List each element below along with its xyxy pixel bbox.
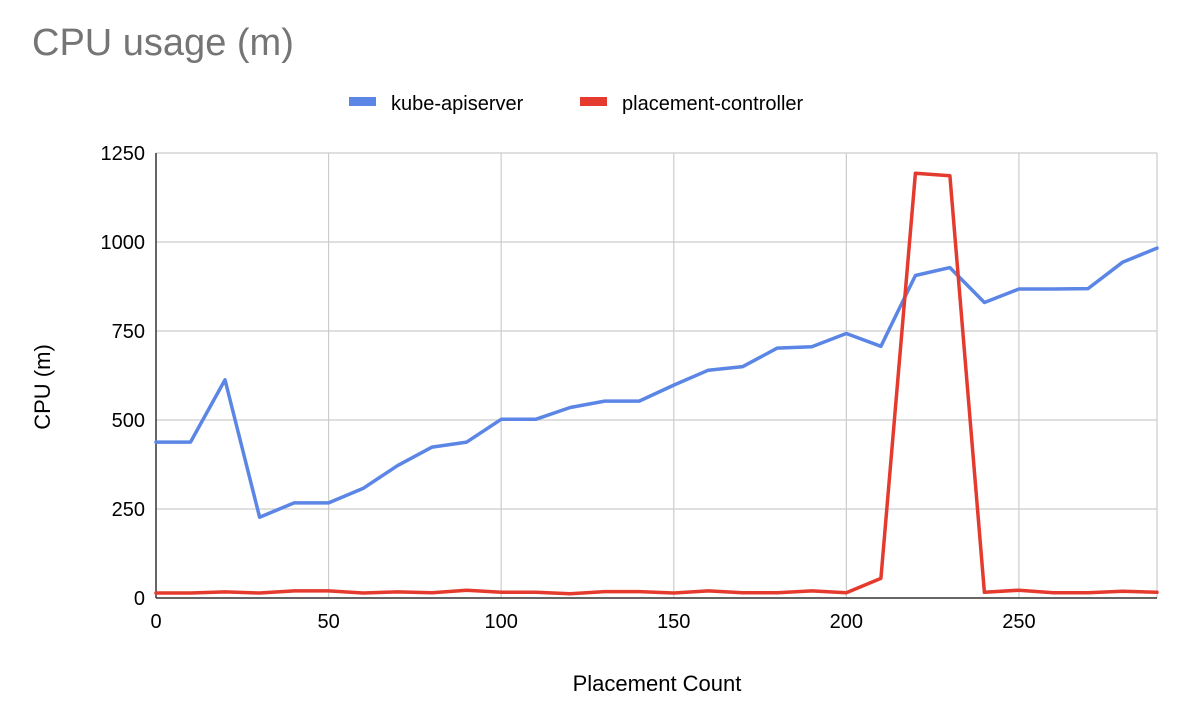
legend-label-kube-apiserver: kube-apiserver <box>391 93 524 115</box>
series-lines <box>154 171 1159 596</box>
y-tick-label: 1250 <box>101 143 146 165</box>
legend-label-placement-controller: placement-controller <box>622 93 804 115</box>
series-line-placement-controller <box>154 171 1159 596</box>
chart-title: CPU usage (m) <box>32 22 294 64</box>
x-tick-label: 200 <box>830 611 863 633</box>
axes <box>155 153 1157 599</box>
grid-lines <box>156 152 1158 598</box>
tick-labels: 0 250 500 750 1000 1250 0 50 100 150 200 250 <box>101 143 1036 633</box>
y-tick-label: 250 <box>112 499 145 521</box>
series-line-kube-apiserver <box>154 246 1159 519</box>
y-tick-label: 500 <box>112 410 145 432</box>
legend-swatch-placement-controller <box>580 97 607 106</box>
x-axis-label: Placement Count <box>573 671 742 696</box>
x-tick-label: 250 <box>1002 611 1035 633</box>
x-tick-label: 50 <box>317 611 339 633</box>
x-tick-label: 0 <box>150 611 161 633</box>
y-tick-label: 1000 <box>101 232 146 254</box>
legend: kube-apiserver placement-controller <box>349 93 804 115</box>
legend-swatch-kube-apiserver <box>349 97 376 106</box>
y-axis-label: CPU (m) <box>30 344 55 430</box>
x-tick-label: 150 <box>657 611 690 633</box>
x-tick-label: 100 <box>484 611 517 633</box>
y-tick-label: 0 <box>134 588 145 610</box>
y-tick-label: 750 <box>112 321 145 343</box>
